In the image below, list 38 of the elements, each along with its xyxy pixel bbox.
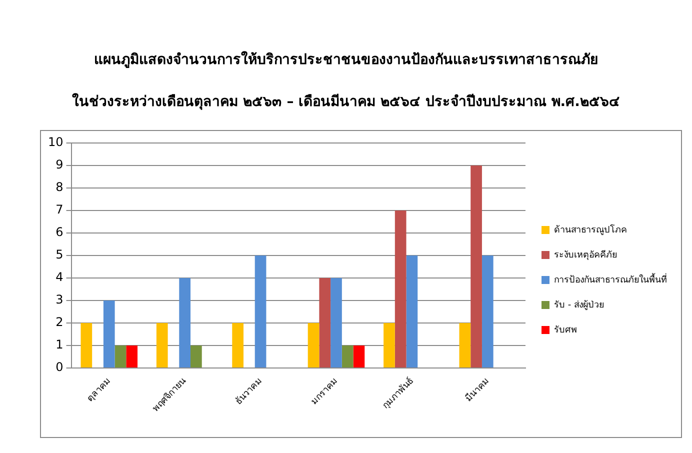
y-tick-label: 8 <box>56 180 64 194</box>
y-tick-label: 3 <box>56 292 64 307</box>
y-tick-label: 5 <box>56 248 64 262</box>
y-tick-label: 2 <box>56 315 64 330</box>
bar <box>179 278 191 368</box>
bar <box>353 345 365 368</box>
bar <box>114 345 126 368</box>
legend-label: รับศพ <box>554 325 577 336</box>
bar <box>80 322 92 368</box>
bar <box>330 278 342 368</box>
bar <box>103 300 115 368</box>
bar <box>394 210 406 368</box>
y-tick-label: 9 <box>56 158 64 172</box>
bar <box>384 322 395 368</box>
y-tick-label: 1 <box>56 338 64 352</box>
bar <box>319 278 331 368</box>
bar <box>232 322 244 368</box>
chart-subtitle: ในช่วงระหว่างเดือนตุลาคม ๒๕๖๓ – เดือนมีนาคม ๒๕๖๔ ประจำปีงบประมาณ พ.ศ.๒๕๖๔ <box>71 92 621 112</box>
chart-title: แผนภูมิแสดงจำนวนการให้บริการประชาชนของงานป้องกันและบรรเทาสาธารณภัย <box>93 50 599 70</box>
y-tick-label: 4 <box>56 270 64 284</box>
y-tick-label: 10 <box>48 135 64 150</box>
y-tick-label: 7 <box>56 202 64 217</box>
bar <box>190 345 202 368</box>
bar <box>406 255 418 368</box>
bar <box>254 255 266 368</box>
bar <box>342 345 354 368</box>
bar <box>156 322 168 368</box>
bar <box>459 322 471 368</box>
legend-label: รับ - ส่งผู้ป่วย <box>554 299 604 310</box>
bar <box>126 345 138 368</box>
bar <box>308 322 320 368</box>
legend-label: การป้องกันสาธารณภัยในพื้นที่ <box>554 272 667 286</box>
legend-label: ระงับเหตุอัคคีภัย <box>554 249 617 260</box>
bar <box>470 165 482 368</box>
y-tick-label: 6 <box>56 225 64 240</box>
y-tick-label: 0 <box>56 360 64 374</box>
legend-label: ด้านสาธารณูปโภค <box>554 224 627 236</box>
bar <box>482 255 494 368</box>
